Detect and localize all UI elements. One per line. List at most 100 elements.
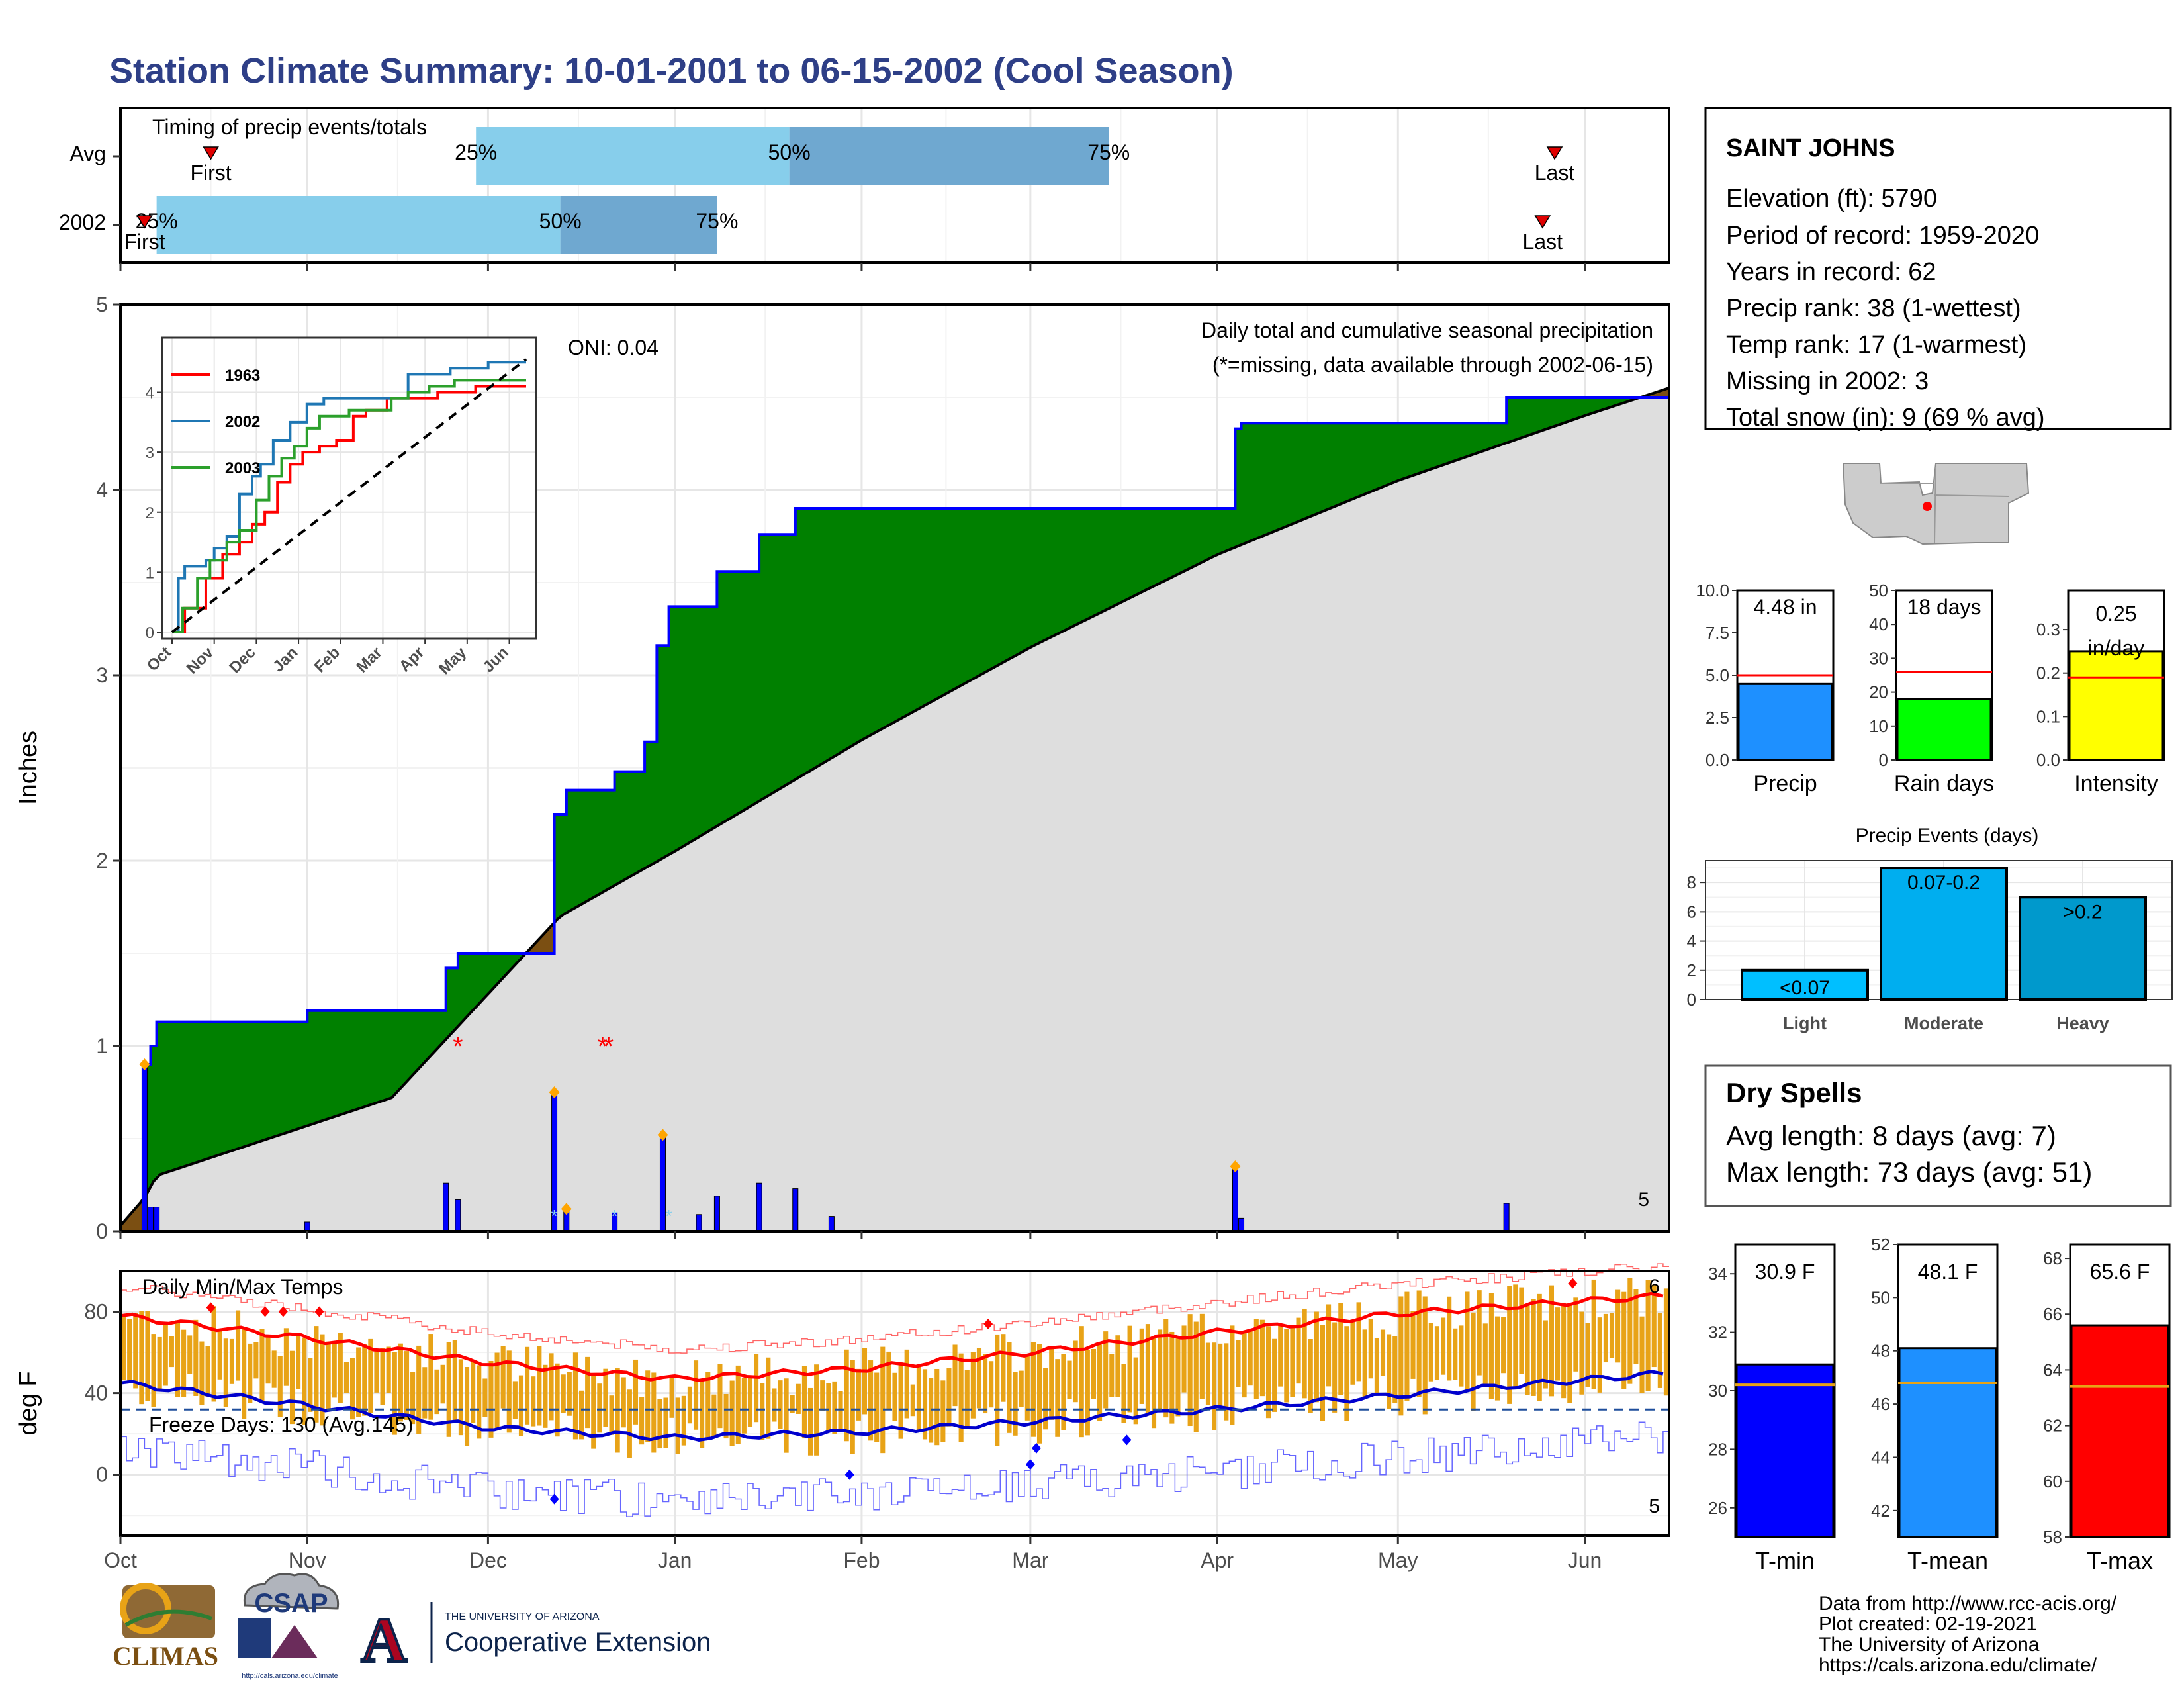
above-average-strip: [277, 1021, 279, 1136]
daily-temp-bar: [145, 1311, 150, 1401]
above-average-strip: [708, 606, 710, 831]
daily-temp-bar: [657, 1399, 662, 1449]
above-average-strip: [1165, 508, 1167, 581]
daily-temp-bar: [958, 1353, 964, 1442]
above-average-strip: [1420, 423, 1422, 473]
daily-temp-bar: [1212, 1342, 1217, 1430]
above-average-strip: [507, 953, 509, 973]
above-average-strip: [1244, 423, 1246, 543]
above-average-strip: [206, 1021, 208, 1159]
above-average-strip: [604, 790, 606, 892]
csap-cloud: [243, 1573, 340, 1610]
above-average-strip: [1427, 423, 1429, 471]
above-average-strip: [1019, 508, 1021, 653]
timing-bar-q3: [789, 127, 1109, 185]
below-average-strip: [547, 930, 549, 953]
above-average-strip: [1518, 397, 1520, 439]
above-average-strip: [183, 1021, 185, 1167]
above-average-strip: [863, 508, 865, 739]
above-average-strip: [1567, 397, 1569, 422]
temp-summary-tick-label: 52: [1871, 1235, 1890, 1254]
average-min-line: [120, 1370, 1664, 1442]
above-average-strip: [956, 508, 958, 688]
above-average-strip: [1575, 397, 1577, 419]
daily-temp-bar: [1187, 1314, 1193, 1427]
above-average-strip: [822, 508, 824, 764]
above-average-strip: [753, 571, 755, 804]
above-average-strip: [782, 534, 784, 787]
daily-temp-bar: [410, 1372, 416, 1425]
above-average-strip: [293, 1021, 295, 1131]
daily-temp-bar: [820, 1380, 825, 1411]
above-average-strip: [1570, 397, 1572, 421]
above-average-strip: [245, 1021, 247, 1147]
above-average-strip: [361, 1010, 363, 1108]
timing-percent-label: 75%: [1087, 140, 1130, 164]
above-average-strip: [345, 1010, 347, 1113]
above-average-strip: [471, 953, 473, 1011]
daily-temp-bar: [440, 1364, 445, 1404]
above-average-strip: [731, 571, 733, 818]
above-average-strip: [990, 508, 992, 669]
above-average-strip: [480, 953, 482, 1002]
above-average-strip: [491, 953, 493, 990]
above-average-strip: [1246, 423, 1248, 543]
dry-spells-title: Dry Spells: [1726, 1077, 1862, 1108]
above-average-strip: [428, 1010, 430, 1058]
precip-x-ticks: [119, 1231, 1586, 1239]
above-average-strip: [1435, 423, 1437, 468]
daily-temp-bar: [1519, 1287, 1524, 1374]
locator-map: [1842, 463, 2030, 545]
above-average-strip: [167, 1021, 169, 1172]
above-average-strip: [1190, 508, 1192, 568]
above-average-strip: [1576, 397, 1578, 419]
above-average-strip: [879, 508, 881, 731]
above-average-strip: [363, 1010, 365, 1107]
above-average-strip: [1324, 423, 1326, 511]
trace-marker: *: [612, 1206, 618, 1226]
above-average-strip: [1549, 397, 1551, 428]
inset-x-tick-label: Nov: [183, 643, 218, 678]
above-average-strip: [434, 1010, 436, 1052]
above-average-strip: [291, 1021, 293, 1131]
above-average-strip: [1148, 508, 1150, 589]
daily-temp-bar: [338, 1333, 343, 1403]
above-average-strip: [204, 1021, 206, 1160]
above-average-strip: [641, 771, 643, 870]
station-line: Years in record: 62: [1726, 258, 1936, 286]
above-average-strip: [1504, 423, 1506, 444]
above-average-strip: [1318, 423, 1320, 513]
daily-temp-bar: [916, 1364, 921, 1432]
station-line: Total snow (in): 9 (69 % avg): [1726, 404, 2045, 432]
above-average-strip: [976, 508, 978, 677]
temp-ylabel: deg F: [15, 1371, 42, 1435]
above-average-strip: [1631, 397, 1633, 400]
above-average-strip: [502, 953, 504, 979]
inset-average-line: [171, 358, 527, 633]
above-average-strip: [389, 1010, 391, 1099]
above-average-strip: [868, 508, 870, 736]
above-average-strip: [829, 508, 831, 760]
below-average-strip: [1660, 391, 1662, 397]
above-average-strip: [250, 1021, 252, 1145]
above-average-strip: [1375, 423, 1377, 490]
above-average-strip: [921, 508, 923, 707]
above-average-strip: [1163, 508, 1165, 581]
above-average-strip: [676, 606, 678, 851]
above-average-strip: [945, 508, 947, 694]
above-average-strip: [1186, 508, 1188, 570]
above-average-strip: [242, 1021, 244, 1147]
above-average-strip: [736, 571, 738, 815]
above-average-strip: [1559, 397, 1561, 425]
ua-logo-letter: A: [361, 1605, 406, 1675]
above-average-strip: [797, 508, 799, 778]
above-average-strip: [819, 508, 821, 765]
above-average-strip: [1153, 508, 1155, 586]
daily-temp-bar: [790, 1395, 795, 1413]
above-average-strip: [809, 508, 811, 771]
above-average-strip: [221, 1021, 223, 1154]
above-average-strip: [412, 1010, 414, 1076]
above-average-strip: [430, 1010, 432, 1056]
daily-temp-bar: [747, 1378, 753, 1427]
above-average-strip: [692, 606, 694, 841]
